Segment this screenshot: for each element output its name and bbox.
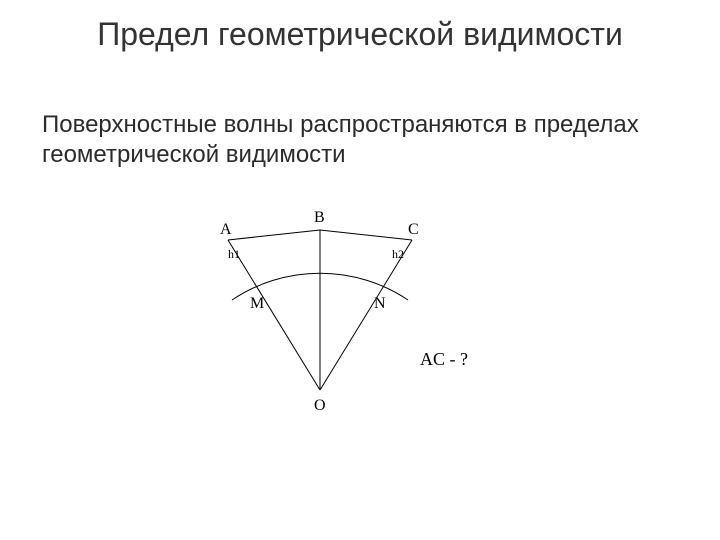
line-BC (320, 230, 412, 240)
line-OA (228, 240, 320, 390)
label-A: A (220, 221, 232, 238)
label-h2: h2 (392, 247, 404, 261)
label-M: M (250, 295, 264, 312)
question-text: AC - ? (420, 349, 468, 369)
label-C: C (408, 221, 419, 238)
diagram: A B C h1 h2 M N O AC - ? (210, 200, 510, 420)
label-B: B (314, 209, 325, 226)
slide: Предел геометрической видимости Поверхно… (0, 0, 720, 540)
body-text: Поверхностные волны распространяются в п… (42, 110, 678, 170)
label-O: O (314, 397, 326, 414)
diagram-svg: A B C h1 h2 M N O AC - ? (210, 200, 510, 420)
line-AB (228, 230, 320, 240)
slide-title: Предел геометрической видимости (0, 16, 720, 53)
label-h1: h1 (228, 247, 240, 261)
line-OC (320, 240, 412, 390)
label-N: N (374, 295, 386, 312)
